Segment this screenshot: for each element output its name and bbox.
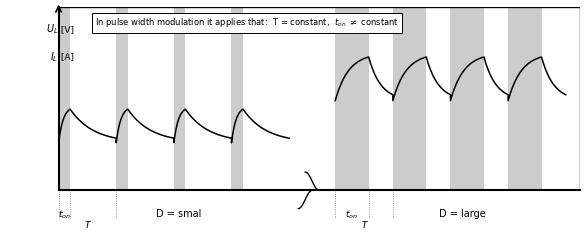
Bar	[393, 7, 426, 190]
Text: $U_L$: $U_L$	[46, 22, 58, 36]
Text: In pulse width modulation it applies that:  T = constant,  $t_{on}$ $\neq$ const: In pulse width modulation it applies tha…	[95, 16, 399, 30]
Text: [A]: [A]	[58, 52, 74, 61]
Bar	[508, 7, 541, 190]
Text: T: T	[84, 222, 90, 230]
Text: $t_{on}$: $t_{on}$	[58, 209, 71, 221]
Text: T: T	[362, 222, 367, 230]
Bar	[174, 7, 185, 190]
Bar	[116, 7, 128, 190]
Text: $t_{on}$: $t_{on}$	[345, 209, 359, 221]
Text: [V]: [V]	[58, 25, 74, 34]
Bar	[451, 7, 484, 190]
Text: D = smal: D = smal	[156, 209, 201, 219]
Text: $I_L$: $I_L$	[50, 50, 58, 64]
Text: D = large: D = large	[439, 209, 485, 219]
Bar	[231, 7, 243, 190]
Bar	[59, 7, 70, 190]
Bar	[335, 7, 369, 190]
